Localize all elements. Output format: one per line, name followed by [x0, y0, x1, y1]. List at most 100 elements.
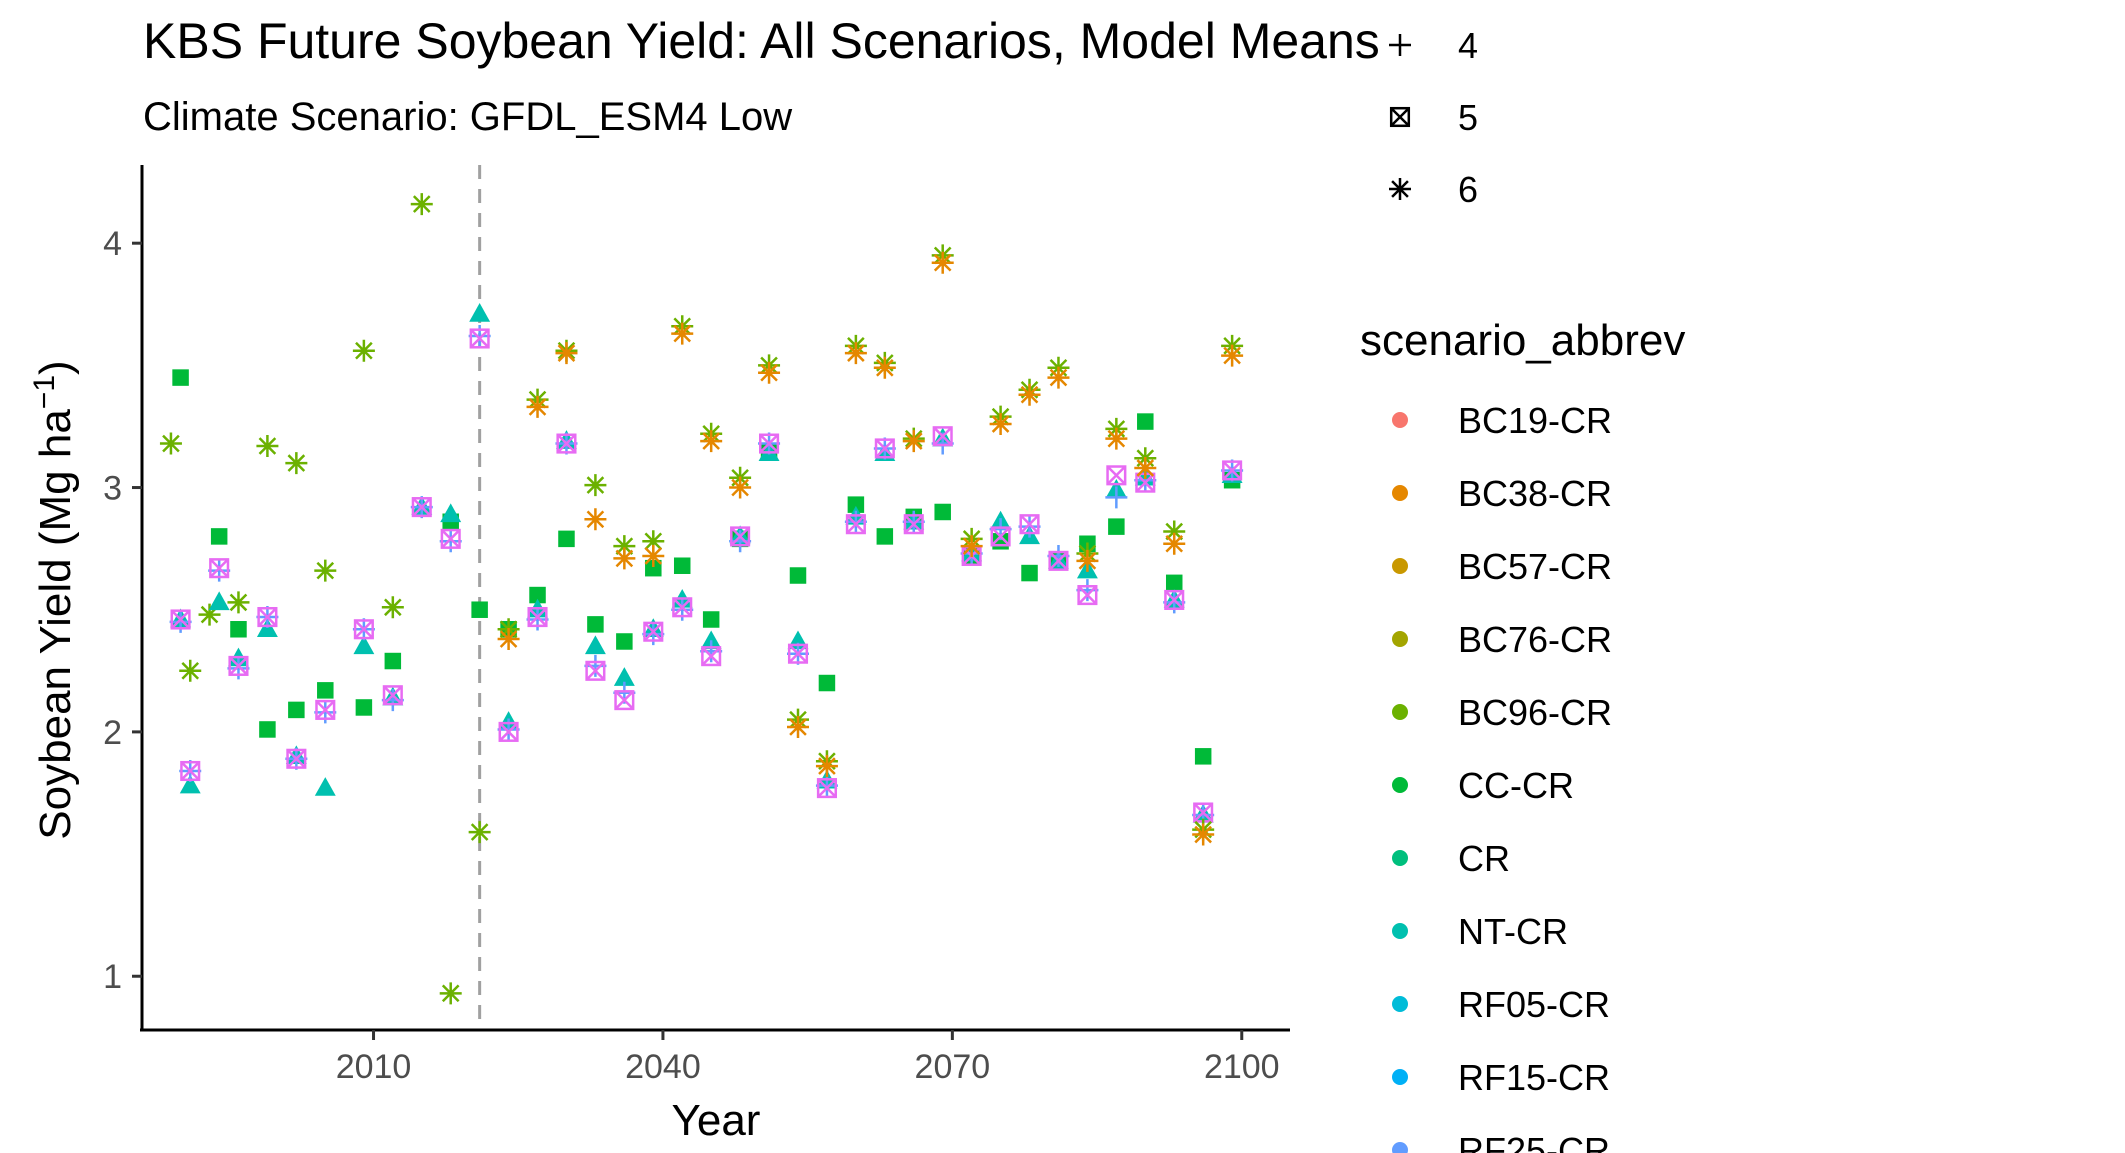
data-point	[787, 643, 809, 664]
data-point	[314, 777, 336, 796]
data-point	[208, 591, 230, 611]
color-legend-label: CC-CR	[1458, 765, 1574, 806]
data-point	[989, 413, 1012, 436]
data-point	[729, 476, 752, 499]
data-point	[702, 611, 720, 628]
y-tick-label: 1	[103, 958, 122, 996]
y-axis-label: Soybean Yield (Mg ha−1)	[28, 360, 80, 839]
color-legend-label: RF25-CR	[1458, 1130, 1610, 1153]
color-legend-title: scenario_abbrev	[1360, 316, 1685, 365]
data-point	[613, 535, 636, 558]
series-6	[497, 251, 1244, 846]
data-point	[616, 633, 633, 650]
data-point	[227, 591, 250, 614]
data-point	[613, 667, 635, 686]
data-point	[1019, 514, 1040, 535]
data-point	[315, 699, 336, 720]
data-point	[1108, 518, 1125, 535]
data-point	[700, 630, 722, 650]
series-0	[159, 193, 491, 1005]
shape-legend-label: 6	[1458, 169, 1478, 210]
data-point	[1018, 383, 1041, 406]
data-point	[1076, 579, 1099, 602]
shape-legend-key	[1389, 34, 1411, 56]
color-legend-key	[1392, 485, 1408, 501]
data-point	[990, 526, 1011, 547]
data-point	[1134, 456, 1157, 479]
data-point	[209, 558, 230, 579]
data-point	[642, 544, 665, 567]
y-axis-label-main: Soybean Yield (Mg ha	[31, 409, 80, 840]
data-point	[440, 503, 462, 523]
data-point	[847, 496, 865, 513]
data-point	[556, 433, 577, 454]
data-point	[471, 601, 488, 618]
data-point	[286, 748, 307, 769]
data-point	[259, 721, 276, 738]
color-legend-key	[1392, 631, 1408, 647]
shape-legend-key	[1389, 106, 1411, 128]
data-point	[730, 526, 751, 547]
shape-legend: 4 5 6	[1389, 25, 1478, 210]
color-legend-key	[1392, 850, 1408, 866]
data-point	[439, 982, 462, 1005]
data-point	[931, 251, 954, 274]
data-point	[584, 508, 607, 531]
data-point	[1165, 574, 1183, 592]
data-point	[381, 689, 404, 712]
data-point	[613, 547, 636, 570]
data-point	[671, 322, 694, 345]
shape-legend-key	[1389, 178, 1411, 200]
color-legend-key	[1392, 1142, 1408, 1153]
y-axis-label-close: )	[31, 360, 80, 375]
data-point	[498, 721, 519, 742]
data-point	[584, 474, 607, 497]
data-point	[1106, 465, 1127, 486]
data-point	[873, 356, 896, 379]
y-tick-label: 3	[103, 470, 122, 508]
data-point	[210, 528, 228, 545]
data-point	[1047, 544, 1070, 567]
y-tick-label: 2	[103, 714, 122, 752]
data-point	[411, 497, 432, 518]
data-point	[759, 433, 780, 454]
x-ticks: 2010 2040 2070 2100	[336, 1030, 1280, 1086]
data-point	[816, 778, 837, 799]
color-legend-label: RF15-CR	[1458, 1057, 1610, 1098]
data-point	[729, 530, 752, 553]
color-legend-key	[1392, 996, 1408, 1012]
data-point	[285, 452, 308, 475]
x-axis-label: Year	[672, 1096, 761, 1145]
color-legend-key	[1392, 923, 1408, 939]
series-5	[497, 244, 1244, 841]
data-point	[700, 430, 723, 453]
color-legend-label: BC76-CR	[1458, 619, 1612, 660]
data-point	[1163, 520, 1186, 543]
data-point	[179, 774, 201, 794]
data-point	[1105, 486, 1128, 509]
color-legend-key	[1392, 704, 1408, 720]
plot-area	[159, 165, 1244, 1030]
data-point	[932, 426, 953, 447]
data-point	[902, 430, 925, 453]
data-point	[527, 606, 548, 628]
data-point	[1192, 823, 1215, 846]
data-point	[874, 438, 895, 459]
shape-legend-label: 5	[1458, 97, 1478, 138]
data-point	[1048, 550, 1069, 571]
data-point	[587, 616, 604, 633]
data-point	[960, 535, 983, 558]
data-point	[352, 339, 375, 362]
data-point	[1137, 413, 1154, 430]
data-point	[1221, 344, 1244, 367]
data-point	[355, 699, 373, 716]
data-point	[180, 760, 201, 782]
data-point	[529, 586, 546, 604]
data-point	[555, 342, 578, 365]
data-point	[384, 652, 402, 670]
data-point	[645, 559, 662, 577]
data-point	[584, 635, 606, 655]
data-point	[382, 685, 403, 706]
data-point	[497, 628, 520, 651]
